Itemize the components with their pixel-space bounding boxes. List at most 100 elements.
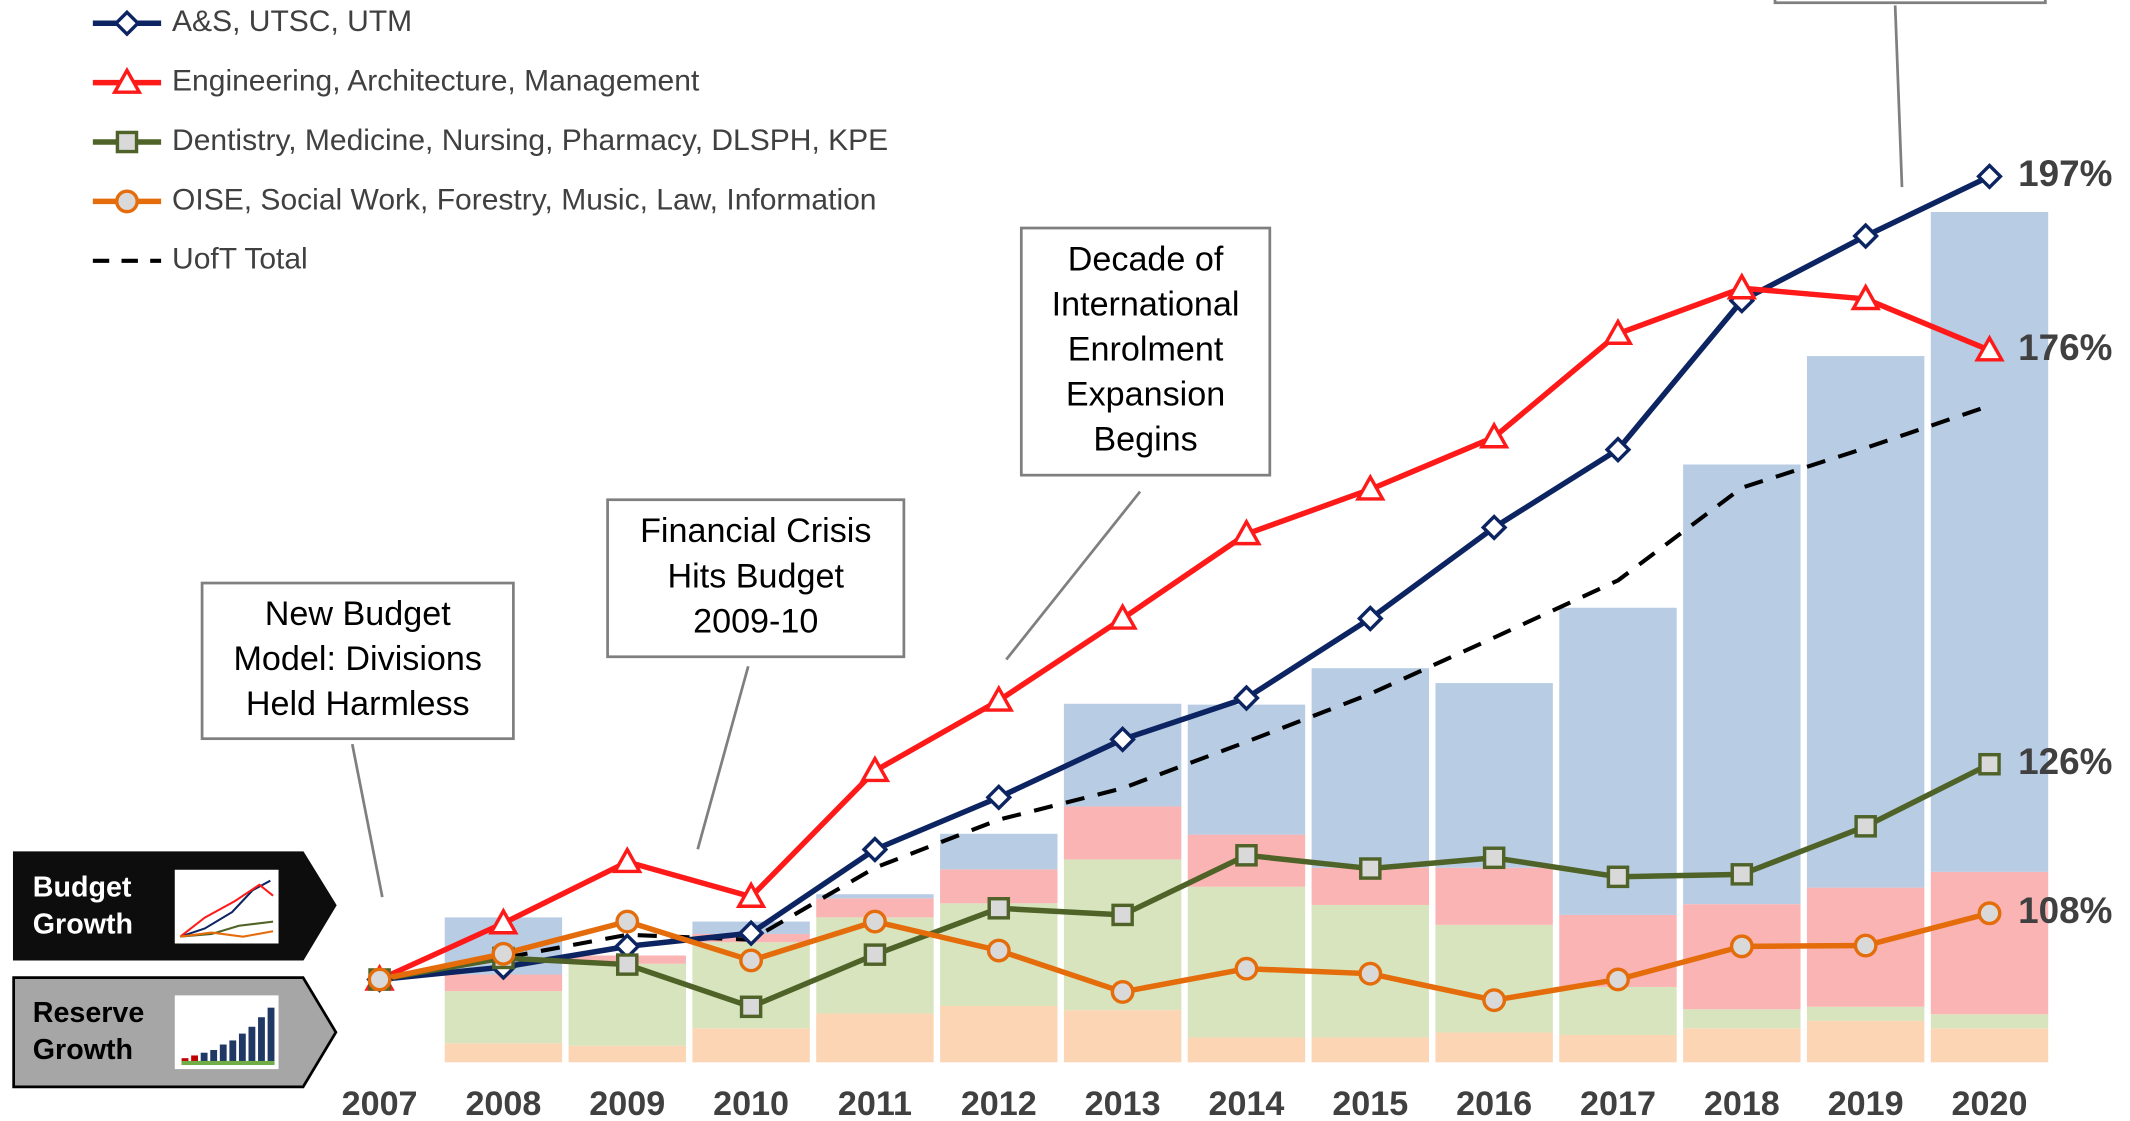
bar-segment xyxy=(1063,806,1182,860)
x-tick-label: 2008 xyxy=(465,1085,541,1121)
marker xyxy=(612,846,643,874)
marker xyxy=(737,919,765,947)
marker xyxy=(115,130,139,154)
annotation-text: Model: Divisions xyxy=(234,640,482,678)
bar-segment xyxy=(816,898,934,918)
thumb-line xyxy=(180,930,274,938)
bar-segment xyxy=(1311,668,1430,868)
marker xyxy=(115,189,139,214)
marker xyxy=(861,836,889,863)
bar-segment xyxy=(1063,1010,1182,1063)
x-tick-label: 2007 xyxy=(342,1085,418,1121)
marker xyxy=(1602,317,1634,345)
legend-label: UofT Total xyxy=(172,243,308,276)
annotation-box xyxy=(1773,0,2047,5)
marker xyxy=(1235,844,1258,867)
marker xyxy=(739,948,764,973)
marker xyxy=(488,907,519,935)
thumb-line xyxy=(179,879,271,938)
marker xyxy=(859,755,891,783)
marker xyxy=(1107,602,1138,630)
annotation-text: 2009-10 xyxy=(693,602,818,640)
bar-segment xyxy=(692,1028,810,1063)
marker xyxy=(1234,956,1259,981)
marker xyxy=(1355,473,1386,501)
side-label: Growth xyxy=(33,908,133,940)
end-label: 126% xyxy=(2018,741,2112,782)
legend-label: OISE, Social Work, Forestry, Music, Law,… xyxy=(172,183,876,216)
annotation-pointer xyxy=(1005,490,1142,661)
marker xyxy=(1974,334,2005,362)
marker xyxy=(1109,726,1136,753)
bar-segment xyxy=(1930,871,2049,1015)
x-tick-label: 2009 xyxy=(589,1085,665,1121)
marker xyxy=(1978,752,2001,776)
marker xyxy=(1478,421,1510,449)
marker xyxy=(1606,967,1630,992)
bar-segment xyxy=(444,974,563,992)
side-label: Reserve xyxy=(33,997,145,1029)
marker xyxy=(615,909,640,934)
annotation-text: Hits Budget xyxy=(668,557,845,595)
legend-label: A&S, UTSC, UTM xyxy=(172,5,412,38)
bar-segment xyxy=(940,833,1058,870)
thumb-line xyxy=(179,883,274,938)
bar-segment xyxy=(816,1013,934,1063)
marker xyxy=(1853,933,1878,958)
legend-label: Engineering, Architecture, Management xyxy=(172,65,700,98)
x-tick-label: 2018 xyxy=(1704,1085,1780,1121)
marker xyxy=(1359,857,1382,880)
marker xyxy=(862,909,887,934)
bar-segment xyxy=(1806,356,1925,888)
bar-segment xyxy=(1311,1037,1430,1063)
annotation-text: Expansion xyxy=(1066,376,1225,414)
marker xyxy=(983,684,1014,712)
marker xyxy=(491,941,516,966)
bar-segment xyxy=(1683,1028,1801,1063)
bar-segment xyxy=(1559,986,1677,1035)
x-tick-label: 2019 xyxy=(1828,1085,1904,1121)
annotation-box xyxy=(1019,226,1272,477)
x-tick-label: 2010 xyxy=(713,1085,789,1121)
marker xyxy=(1729,934,1754,959)
marker xyxy=(1480,514,1508,541)
marker xyxy=(367,967,392,992)
marker xyxy=(1854,815,1877,838)
bar-segment xyxy=(1063,703,1182,807)
x-tick-label: 2015 xyxy=(1332,1085,1408,1121)
bar-segment xyxy=(444,991,563,1044)
marker xyxy=(1850,283,1881,311)
bar-segment xyxy=(940,1005,1058,1063)
end-label: 197% xyxy=(2018,153,2112,194)
bar-segment xyxy=(1435,867,1553,925)
annotation-box xyxy=(606,498,906,659)
x-tick-label: 2016 xyxy=(1456,1085,1532,1121)
marker xyxy=(1110,979,1135,1004)
bar-segment xyxy=(1930,1014,2049,1029)
thumb-bars xyxy=(181,1007,275,1066)
marker xyxy=(615,953,639,976)
annotation-text: Decade of xyxy=(1068,240,1224,278)
x-tick-label: 2017 xyxy=(1580,1085,1656,1121)
series-line xyxy=(378,285,1991,982)
annotation-pointer xyxy=(350,743,384,898)
side-label: Growth xyxy=(33,1034,133,1066)
legend-label: Dentistry, Medicine, Nursing, Pharmacy, … xyxy=(172,124,888,157)
x-tick-label: 2012 xyxy=(961,1085,1037,1121)
bar-segment xyxy=(1187,1037,1306,1063)
series-line xyxy=(379,761,1991,1010)
bar-segment xyxy=(1930,1028,2049,1063)
marker xyxy=(739,995,763,1019)
marker xyxy=(1356,605,1384,632)
side-label: Budget xyxy=(33,871,132,903)
bar-segment xyxy=(816,894,934,899)
bar-segment xyxy=(1683,1009,1801,1029)
marker xyxy=(111,66,143,94)
annotation-pointer xyxy=(696,665,750,850)
marker xyxy=(1976,163,2003,190)
x-tick-label: 2013 xyxy=(1085,1085,1161,1121)
series-line xyxy=(379,173,1991,983)
marker xyxy=(1358,961,1383,986)
annotation-text: International xyxy=(1052,286,1240,324)
